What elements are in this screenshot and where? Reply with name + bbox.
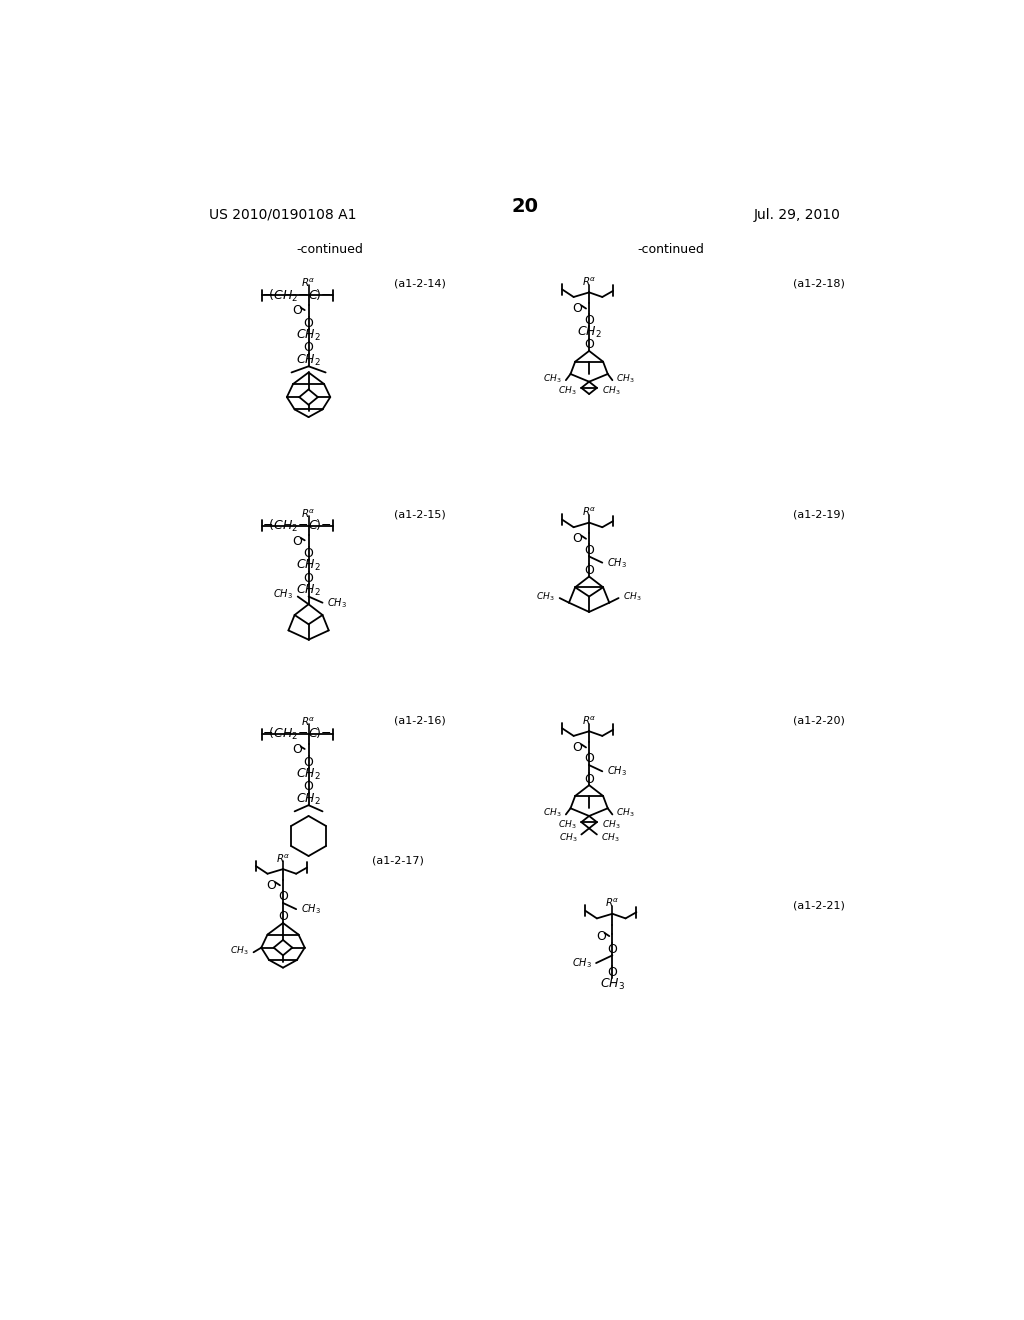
Text: O: O bbox=[304, 546, 313, 560]
Text: O: O bbox=[266, 879, 276, 892]
Text: (a1-2-20): (a1-2-20) bbox=[793, 715, 845, 726]
Text: O: O bbox=[584, 564, 594, 577]
Text: $CH_3$: $CH_3$ bbox=[607, 556, 627, 569]
Text: $CH_3$: $CH_3$ bbox=[607, 764, 627, 779]
Text: O: O bbox=[572, 302, 583, 315]
Text: (a1-2-15): (a1-2-15) bbox=[394, 510, 445, 520]
Text: $R^\alpha$: $R^\alpha$ bbox=[301, 507, 315, 520]
Text: O: O bbox=[584, 314, 594, 326]
Text: 20: 20 bbox=[511, 197, 539, 215]
Text: O: O bbox=[584, 772, 594, 785]
Text: O: O bbox=[607, 966, 617, 979]
Text: O: O bbox=[279, 911, 288, 924]
Text: $CH_3$: $CH_3$ bbox=[273, 587, 293, 601]
Text: O: O bbox=[572, 741, 583, 754]
Text: $CH_3$: $CH_3$ bbox=[544, 372, 562, 385]
Text: $R^\alpha$: $R^\alpha$ bbox=[301, 715, 315, 729]
Text: $R^\alpha$: $R^\alpha$ bbox=[582, 506, 596, 517]
Text: $CH_3$: $CH_3$ bbox=[558, 384, 577, 397]
Text: $R^\alpha$: $R^\alpha$ bbox=[582, 714, 596, 727]
Text: $CH_2$: $CH_2$ bbox=[296, 327, 321, 343]
Text: O: O bbox=[292, 305, 302, 317]
Text: O: O bbox=[292, 743, 302, 756]
Text: $CH_3$: $CH_3$ bbox=[616, 807, 635, 820]
Text: (a1-2-14): (a1-2-14) bbox=[394, 279, 445, 289]
Text: O: O bbox=[584, 338, 594, 351]
Text: -continued: -continued bbox=[296, 243, 362, 256]
Text: (a1-2-21): (a1-2-21) bbox=[793, 900, 845, 911]
Text: $R^\alpha$: $R^\alpha$ bbox=[582, 276, 596, 288]
Text: O: O bbox=[572, 532, 583, 545]
Text: $-\!\!(CH_2\!-\!C\!)\!-$: $-\!\!(CH_2\!-\!C\!)\!-$ bbox=[262, 726, 332, 742]
Text: $CH_3$: $CH_3$ bbox=[301, 903, 321, 916]
Text: $R^\alpha$: $R^\alpha$ bbox=[301, 277, 315, 289]
Text: $R^\alpha$: $R^\alpha$ bbox=[275, 853, 291, 865]
Text: (a1-2-18): (a1-2-18) bbox=[793, 279, 845, 289]
Text: $CH_2$: $CH_2$ bbox=[296, 352, 321, 368]
Text: O: O bbox=[292, 535, 302, 548]
Text: $CH_3$: $CH_3$ bbox=[624, 590, 642, 603]
Text: O: O bbox=[584, 752, 594, 766]
Text: $-\!\!(CH_2\!-\!C\!)\!-$: $-\!\!(CH_2\!-\!C\!)\!-$ bbox=[262, 288, 332, 304]
Text: O: O bbox=[596, 929, 605, 942]
Text: O: O bbox=[584, 544, 594, 557]
Text: $CH_3$: $CH_3$ bbox=[601, 818, 621, 832]
Text: Jul. 29, 2010: Jul. 29, 2010 bbox=[754, 207, 841, 222]
Text: $CH_2$: $CH_2$ bbox=[296, 583, 321, 598]
Text: $-\!\!(CH_2\!-\!C\!)\!-$: $-\!\!(CH_2\!-\!C\!)\!-$ bbox=[262, 517, 332, 533]
Text: $CH_3$: $CH_3$ bbox=[600, 977, 625, 993]
Text: $CH_3$: $CH_3$ bbox=[601, 832, 620, 843]
Text: O: O bbox=[304, 780, 313, 793]
Text: US 2010/0190108 A1: US 2010/0190108 A1 bbox=[209, 207, 357, 222]
Text: O: O bbox=[279, 890, 288, 903]
Text: $R^\alpha$: $R^\alpha$ bbox=[605, 896, 620, 909]
Text: $CH_3$: $CH_3$ bbox=[559, 832, 578, 843]
Text: $CH_2$: $CH_2$ bbox=[577, 325, 601, 341]
Text: $CH_3$: $CH_3$ bbox=[544, 807, 562, 820]
Text: $CH_2$: $CH_2$ bbox=[296, 558, 321, 573]
Text: (a1-2-16): (a1-2-16) bbox=[394, 715, 445, 726]
Text: $CH_3$: $CH_3$ bbox=[328, 595, 347, 610]
Text: $CH_3$: $CH_3$ bbox=[558, 818, 577, 832]
Text: $CH_3$: $CH_3$ bbox=[616, 372, 635, 385]
Text: $CH_2$: $CH_2$ bbox=[296, 792, 321, 807]
Text: $CH_2$: $CH_2$ bbox=[296, 767, 321, 781]
Text: $CH_3$: $CH_3$ bbox=[571, 956, 592, 970]
Text: $CH_3$: $CH_3$ bbox=[230, 945, 249, 957]
Text: -continued: -continued bbox=[637, 243, 703, 256]
Text: O: O bbox=[304, 317, 313, 330]
Text: $CH_3$: $CH_3$ bbox=[537, 590, 555, 603]
Text: O: O bbox=[304, 342, 313, 354]
Text: (a1-2-17): (a1-2-17) bbox=[372, 855, 424, 866]
Text: O: O bbox=[304, 572, 313, 585]
Text: O: O bbox=[304, 755, 313, 768]
Text: O: O bbox=[607, 942, 617, 956]
Text: (a1-2-19): (a1-2-19) bbox=[793, 510, 845, 520]
Text: $CH_3$: $CH_3$ bbox=[601, 384, 621, 397]
